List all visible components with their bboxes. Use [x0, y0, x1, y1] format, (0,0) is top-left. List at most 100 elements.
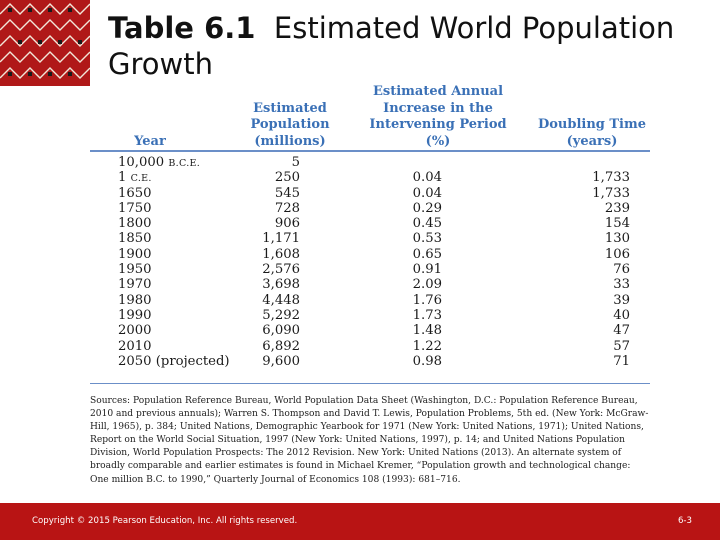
cell-doubling: 1,733 [592, 170, 630, 186]
cell-doubling: 130 [604, 231, 630, 247]
table-row: 1900 1,608 0.65 106 [90, 247, 650, 262]
year-value: 1990 [118, 307, 152, 323]
table-number: Table 6.1 [108, 11, 256, 45]
cell-population: 9,600 [262, 353, 300, 369]
cell-population: 1,171 [262, 231, 300, 247]
slide-title: Table 6.1 Estimated World Population Gro… [108, 10, 708, 82]
cell-doubling: 47 [613, 323, 630, 339]
header-rule [90, 150, 650, 152]
cell-doubling: 39 [613, 292, 630, 308]
table-row: 1990 5,292 1.73 40 [90, 308, 650, 323]
pattern-graphic [0, 0, 90, 86]
table-bottom-rule [90, 383, 650, 384]
cell-doubling: 154 [604, 216, 630, 232]
table-row: 10,000 B.C.E. 5 [90, 155, 650, 170]
cell-population: 5,292 [262, 307, 300, 323]
copyright-text: Copyright © 2015 Pearson Education, Inc.… [32, 516, 298, 526]
year-value: 2050 (projected) [118, 353, 230, 369]
cell-population: 906 [274, 216, 300, 232]
cell-doubling: 1,733 [592, 185, 630, 201]
table-row: 1650 545 0.04 1,733 [90, 186, 650, 201]
cell-rate: 0.45 [412, 216, 442, 232]
header-population: Estimated Population (millions) [250, 100, 330, 149]
cell-population: 2,576 [262, 262, 300, 278]
table-row: 2000 6,090 1.48 47 [90, 323, 650, 338]
year-value: 1950 [118, 262, 152, 278]
cell-year: 1650 [118, 186, 152, 201]
cell-population: 4,448 [262, 292, 300, 308]
footer-bar: Copyright © 2015 Pearson Education, Inc.… [0, 503, 720, 540]
cell-rate: 1.76 [412, 292, 442, 308]
year-era: B.C.E. [168, 158, 201, 169]
cell-year: 1950 [118, 262, 152, 277]
cell-rate: 0.53 [412, 231, 442, 247]
cell-rate: 2.09 [412, 277, 442, 293]
cell-rate: 0.98 [412, 353, 442, 369]
cell-year: 1 C.E. [118, 170, 152, 186]
year-value: 2000 [118, 323, 152, 339]
cell-population: 1,608 [262, 246, 300, 262]
table-row: 1980 4,448 1.76 39 [90, 293, 650, 308]
cell-population: 6,892 [262, 338, 300, 354]
year-value: 10,000 [118, 155, 165, 170]
sources-note: Sources: Population Reference Bureau, Wo… [90, 396, 649, 485]
cell-year: 1750 [118, 201, 152, 216]
cell-doubling: 57 [613, 338, 630, 354]
cell-year: 1800 [118, 216, 152, 231]
year-value: 1980 [118, 292, 152, 308]
page-number: 6-3 [677, 516, 692, 526]
cell-doubling: 33 [613, 277, 630, 293]
year-value: 1650 [118, 185, 152, 201]
cell-rate: 1.48 [412, 323, 442, 339]
cell-population: 3,698 [262, 277, 300, 293]
cell-rate: 0.04 [412, 170, 442, 186]
cell-rate: 0.04 [412, 185, 442, 201]
table-row: 2010 6,892 1.22 57 [90, 339, 650, 354]
year-era: C.E. [130, 173, 152, 185]
cell-doubling: 76 [613, 262, 630, 278]
cell-rate: 1.22 [412, 338, 442, 354]
cell-population: 728 [274, 200, 300, 216]
cell-doubling: 239 [604, 200, 630, 216]
table-body: 10,000 B.C.E. 5 1 C.E. 250 0.04 1,733 1650 545 0… [90, 155, 650, 369]
table-row: 1 C.E. 250 0.04 1,733 [90, 170, 650, 185]
cell-population: 5 [291, 155, 300, 170]
cell-population: 6,090 [262, 323, 300, 339]
cell-population: 250 [274, 170, 300, 186]
cell-population: 545 [274, 185, 300, 201]
table-row: 1970 3,698 2.09 33 [90, 277, 650, 292]
cell-doubling: 40 [613, 307, 630, 323]
year-value: 1850 [118, 231, 152, 247]
decorative-pattern [0, 0, 90, 86]
cell-year: 1970 [118, 277, 152, 292]
table-row: 1800 906 0.45 154 [90, 216, 650, 231]
cell-year: 1990 [118, 308, 152, 323]
header-rate: Estimated Annual Increase in the Interve… [369, 84, 507, 149]
cell-year: 1900 [118, 247, 152, 262]
year-value: 2010 [118, 338, 152, 354]
cell-rate: 0.29 [412, 200, 442, 216]
header-year: Year [134, 133, 166, 149]
cell-year: 10,000 B.C.E. [118, 155, 200, 171]
cell-rate: 0.91 [412, 262, 442, 278]
year-value: 1900 [118, 246, 152, 262]
cell-doubling: 106 [604, 246, 630, 262]
table-row: 1950 2,576 0.91 76 [90, 262, 650, 277]
year-value: 1800 [118, 216, 152, 232]
cell-year: 2050 (projected) [118, 354, 230, 369]
cell-doubling: 71 [613, 353, 630, 369]
year-value: 1 [118, 170, 127, 186]
cell-year: 1980 [118, 293, 152, 308]
header-doubling: Doubling Time (years) [537, 117, 647, 149]
cell-year: 1850 [118, 231, 152, 246]
cell-rate: 0.65 [412, 246, 442, 262]
year-value: 1750 [118, 200, 152, 216]
year-value: 1970 [118, 277, 152, 293]
table-row: 1850 1,171 0.53 130 [90, 231, 650, 246]
cell-year: 2010 [118, 339, 152, 354]
cell-year: 2000 [118, 323, 152, 338]
cell-rate: 1.73 [412, 307, 442, 323]
table-row: 2050 (projected) 9,600 0.98 71 [90, 354, 650, 369]
table-row: 1750 728 0.29 239 [90, 201, 650, 216]
table-title-text: Estimated World Population Growth [108, 11, 675, 81]
